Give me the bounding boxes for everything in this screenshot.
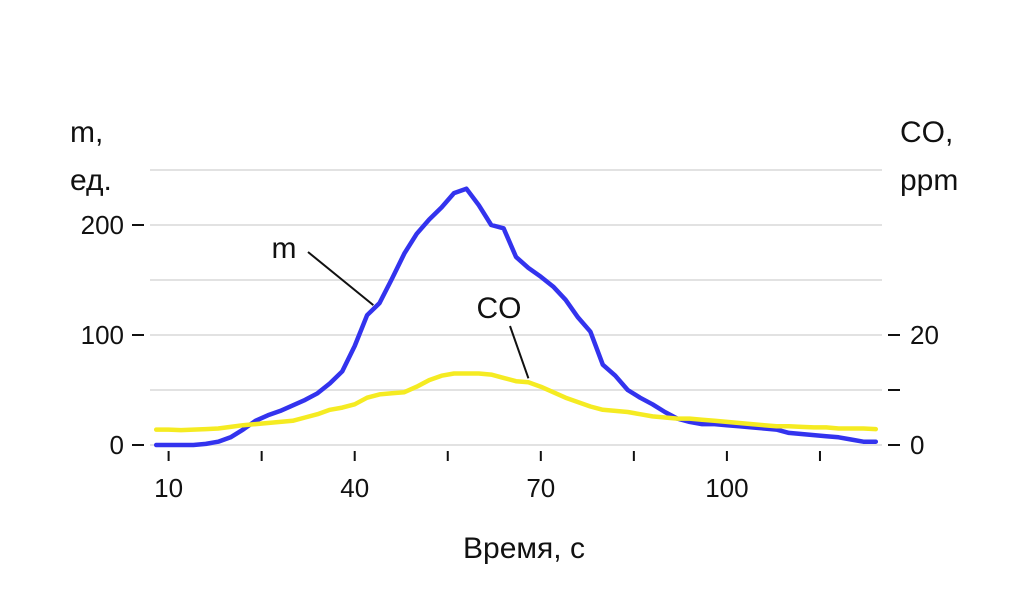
y-right-axis-title-line1: CO, <box>900 116 953 149</box>
series-line-co <box>153 371 879 433</box>
x-tick-label-6: 100 <box>705 473 748 503</box>
x-axis: 10 40 70 100 <box>154 451 821 503</box>
x-axis-title: Время, с <box>463 532 585 565</box>
y-right-axis-title-line2: ppm <box>900 164 958 197</box>
series-lines <box>153 186 879 448</box>
annotations: m CO <box>272 232 530 379</box>
left-axis: 0 100 200 <box>81 210 144 460</box>
y-right-tick-label-2: 20 <box>910 320 939 350</box>
annotation-label-co: CO <box>477 292 522 325</box>
annotation-label-m: m <box>272 232 297 265</box>
right-axis: 0 20 <box>888 320 939 460</box>
series-line-m <box>153 186 879 448</box>
y-left-tick-label-1: 100 <box>81 320 124 350</box>
y-left-axis-title-line1: m, <box>70 116 103 149</box>
y-right-tick-label-0: 0 <box>910 430 924 460</box>
y-left-axis-title-line2: ед. <box>70 164 112 197</box>
annotation-leader-co <box>509 325 530 379</box>
x-tick-label-4: 70 <box>526 473 555 503</box>
grid-lines <box>150 169 882 446</box>
y-left-tick-label-0: 0 <box>110 430 124 460</box>
x-tick-label-2: 40 <box>340 473 369 503</box>
y-left-tick-label-2: 200 <box>81 210 124 240</box>
x-tick-label-0: 10 <box>154 473 183 503</box>
annotation-leader-m <box>307 251 374 306</box>
